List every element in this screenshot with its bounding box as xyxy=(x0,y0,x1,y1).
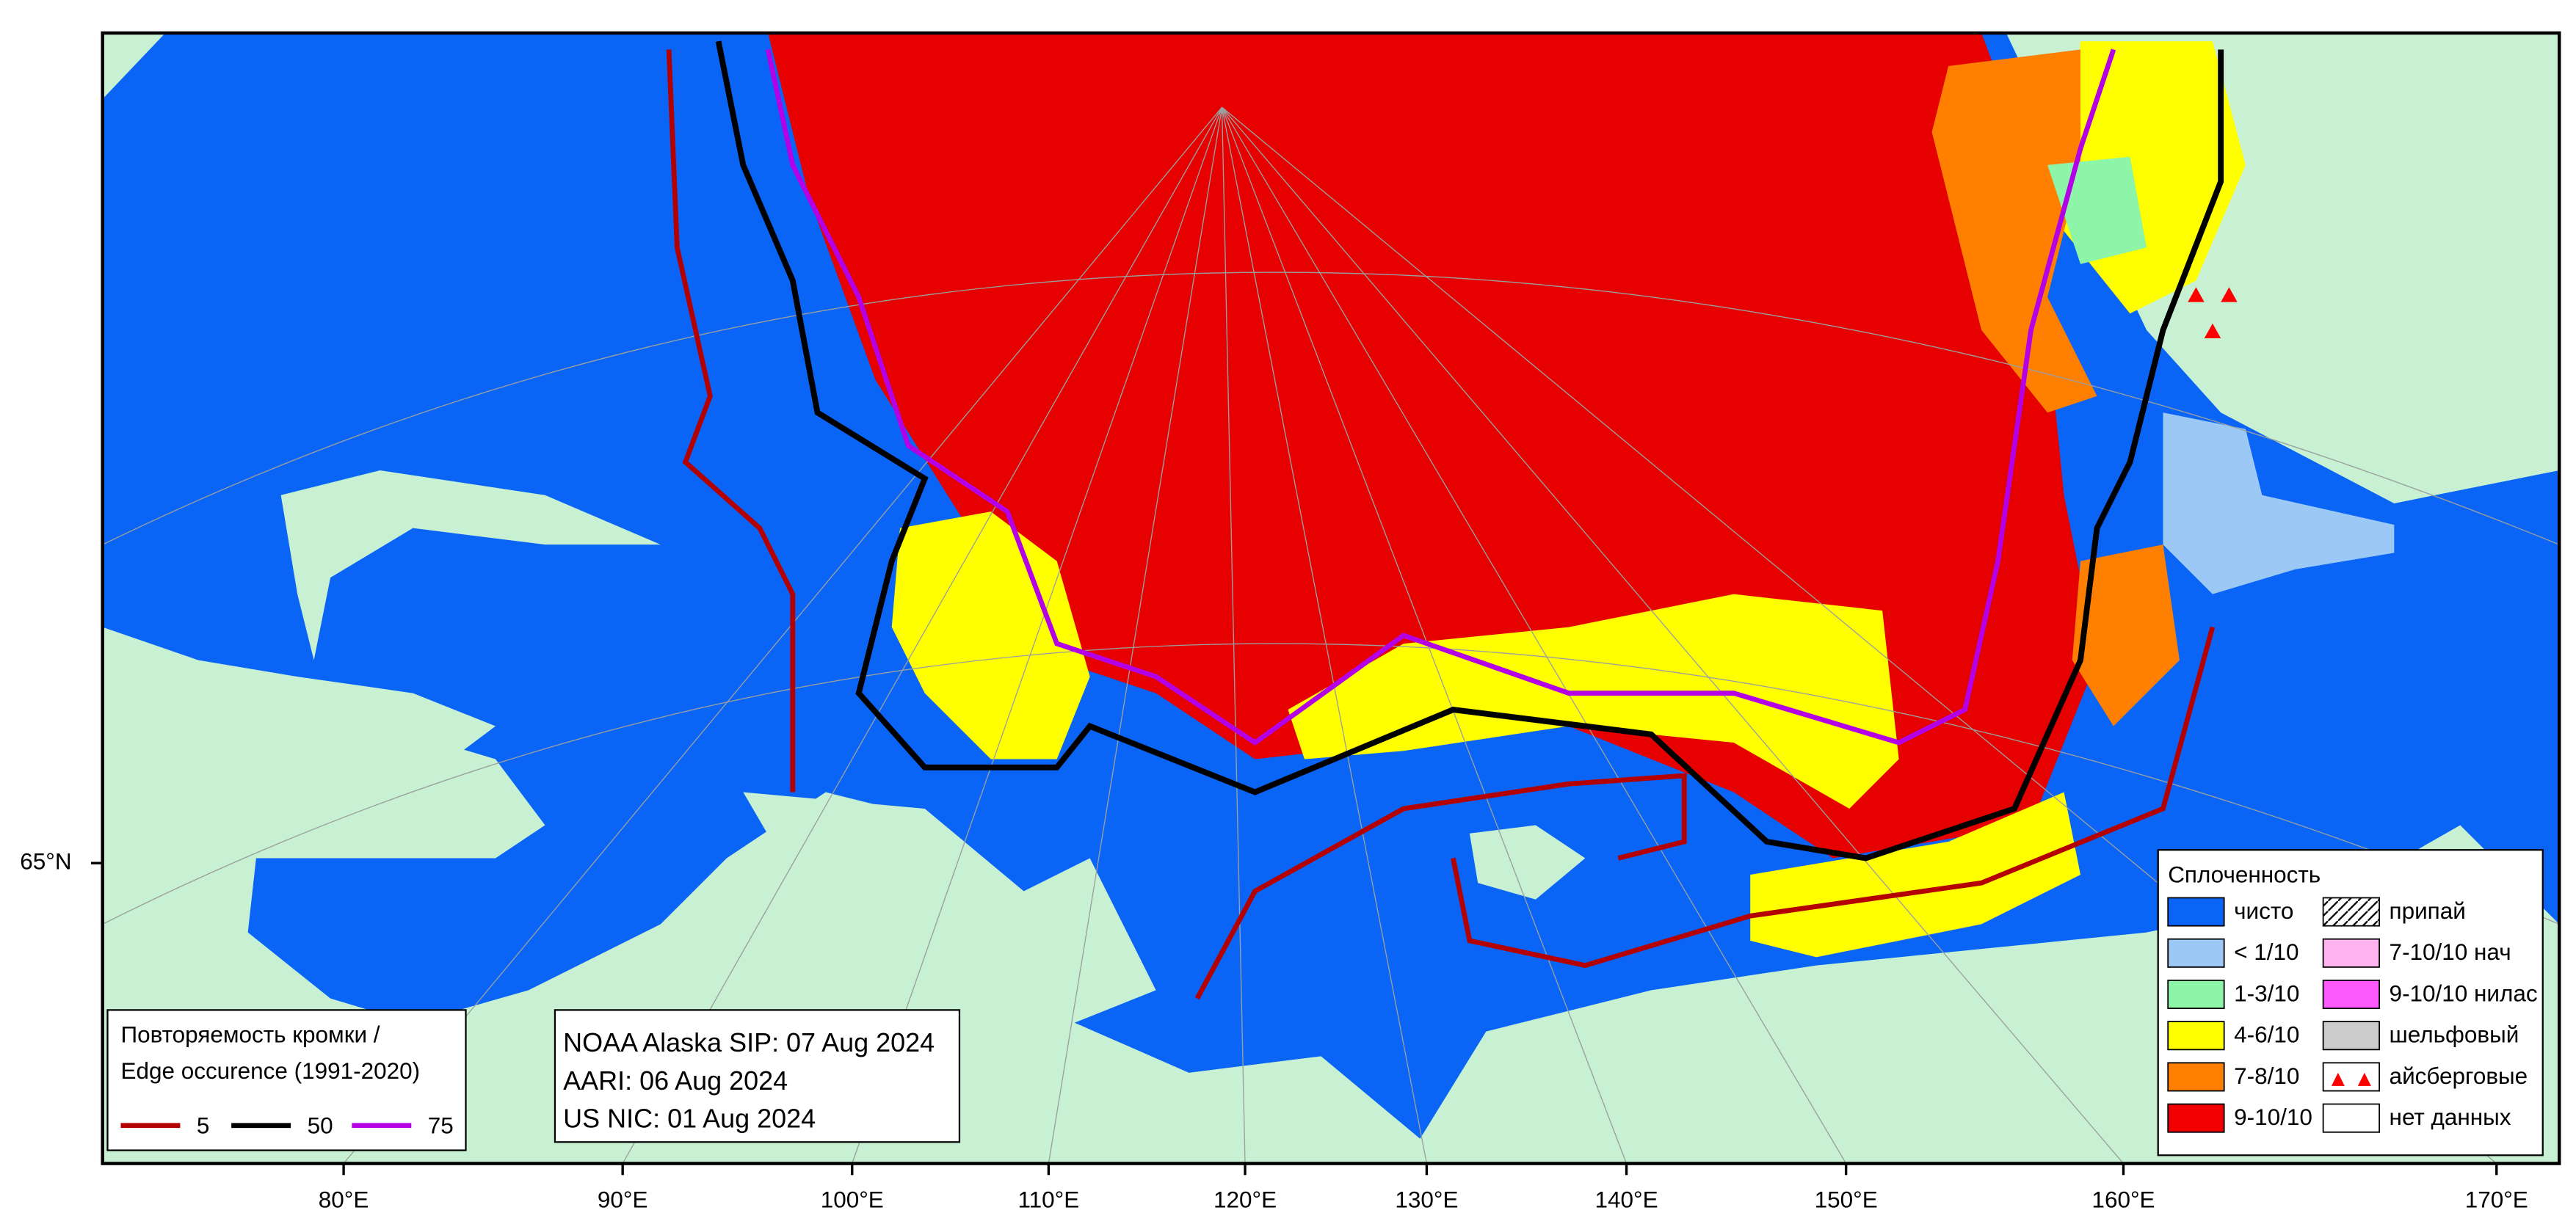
legend-swatch xyxy=(2322,938,2380,968)
lon-label: 80°E xyxy=(319,1187,369,1213)
legend-swatch xyxy=(2167,897,2225,927)
edge-label: 5 xyxy=(197,1112,210,1138)
legend-label: 7-10/10 нач xyxy=(2390,939,2511,965)
legend-swatch xyxy=(2167,979,2225,1010)
legend-label: 1-3/10 xyxy=(2234,980,2299,1006)
ice-4-6 xyxy=(891,511,1090,760)
edge-5 xyxy=(666,49,796,793)
island xyxy=(280,470,661,660)
legend-swatch xyxy=(2167,1103,2225,1133)
lon-label: 120°E xyxy=(1213,1187,1277,1213)
sources: NOAA Alaska SIP: 07 Aug 2024 AARI: 06 Aug… xyxy=(563,1027,935,1133)
land-taimyr xyxy=(102,693,545,859)
legend-swatch xyxy=(2322,979,2380,1010)
concentration-items: чисто < 1/10 1-3/10 4-6/10 7-8/10 9-10/10 прип… xyxy=(2167,897,2538,1133)
lon-label: 90°E xyxy=(598,1187,648,1213)
map-body xyxy=(102,32,2560,1164)
legend-swatch xyxy=(2322,1103,2380,1133)
ice-7-8 xyxy=(2072,544,2180,726)
legend-label: 7-8/10 xyxy=(2234,1063,2299,1089)
legend-label: чисто xyxy=(2234,898,2293,924)
legend-swatch xyxy=(2322,1062,2380,1092)
legend-swatch xyxy=(2322,1021,2380,1051)
legend-label: < 1/10 xyxy=(2234,939,2299,965)
legend-label: нет данных xyxy=(2390,1104,2511,1130)
source-line: US NIC: 01 Aug 2024 xyxy=(563,1104,816,1134)
icebergs xyxy=(2188,287,2238,339)
legend-label: айсберговые xyxy=(2390,1063,2528,1089)
lon-label: 110°E xyxy=(1018,1187,1080,1213)
lon-label: 100°E xyxy=(821,1187,884,1213)
land-coast xyxy=(743,792,1156,1024)
lon-label: 130°E xyxy=(1395,1187,1458,1213)
edge-legend-title: Edge occurence (1991-2020) xyxy=(120,1058,420,1084)
map-frame xyxy=(101,31,2561,1165)
lat-label: 65°N xyxy=(20,849,71,875)
legend-label: припай xyxy=(2390,898,2466,924)
lon-label: 150°E xyxy=(1815,1187,1878,1213)
ice-7-8 xyxy=(1931,49,2097,413)
lon-labels: 80°E 90°E 100°E 110°E 120°E 130°E 140°E 150°E 16… xyxy=(319,1163,2528,1213)
ice-lt-1-10 xyxy=(2163,412,2395,594)
source-line: NOAA Alaska SIP: 07 Aug 2024 xyxy=(563,1027,935,1057)
edge-50 xyxy=(715,40,2224,862)
graticule xyxy=(102,106,2560,1164)
lon-label: 160°E xyxy=(2091,1187,2155,1213)
source-line: AARI: 06 Aug 2024 xyxy=(563,1066,788,1096)
legend-swatch xyxy=(2167,938,2225,968)
edge-label: 50 xyxy=(308,1112,333,1138)
lon-label: 140°E xyxy=(1595,1187,1658,1213)
sources-box xyxy=(554,1009,961,1143)
legend-swatch xyxy=(2167,1021,2225,1051)
ice-4-6 xyxy=(1750,792,2081,958)
legend-label: 4-6/10 xyxy=(2234,1022,2299,1048)
edge-legend-items: 5 50 75 xyxy=(120,1112,454,1138)
legend-label: шельфовый xyxy=(2390,1022,2519,1048)
edge-75 xyxy=(765,48,2116,746)
edge-legend-title: Повторяемость кромки / xyxy=(120,1022,380,1048)
legend-title: Сплоченность xyxy=(2168,862,2321,888)
legend-label: 9-10/10 нилас xyxy=(2390,980,2538,1006)
lon-label: 170°E xyxy=(2465,1187,2528,1213)
legend-swatch xyxy=(2322,897,2380,927)
edge-5 xyxy=(1194,773,1687,1000)
legend-swatch xyxy=(2167,1062,2225,1092)
land-siberia-islands xyxy=(1469,825,1586,900)
legend-label: 9-10/10 xyxy=(2234,1104,2312,1130)
edge-5 xyxy=(1451,626,2216,969)
edge-label: 75 xyxy=(428,1112,454,1138)
iceberg-symbol xyxy=(2331,1072,2371,1086)
